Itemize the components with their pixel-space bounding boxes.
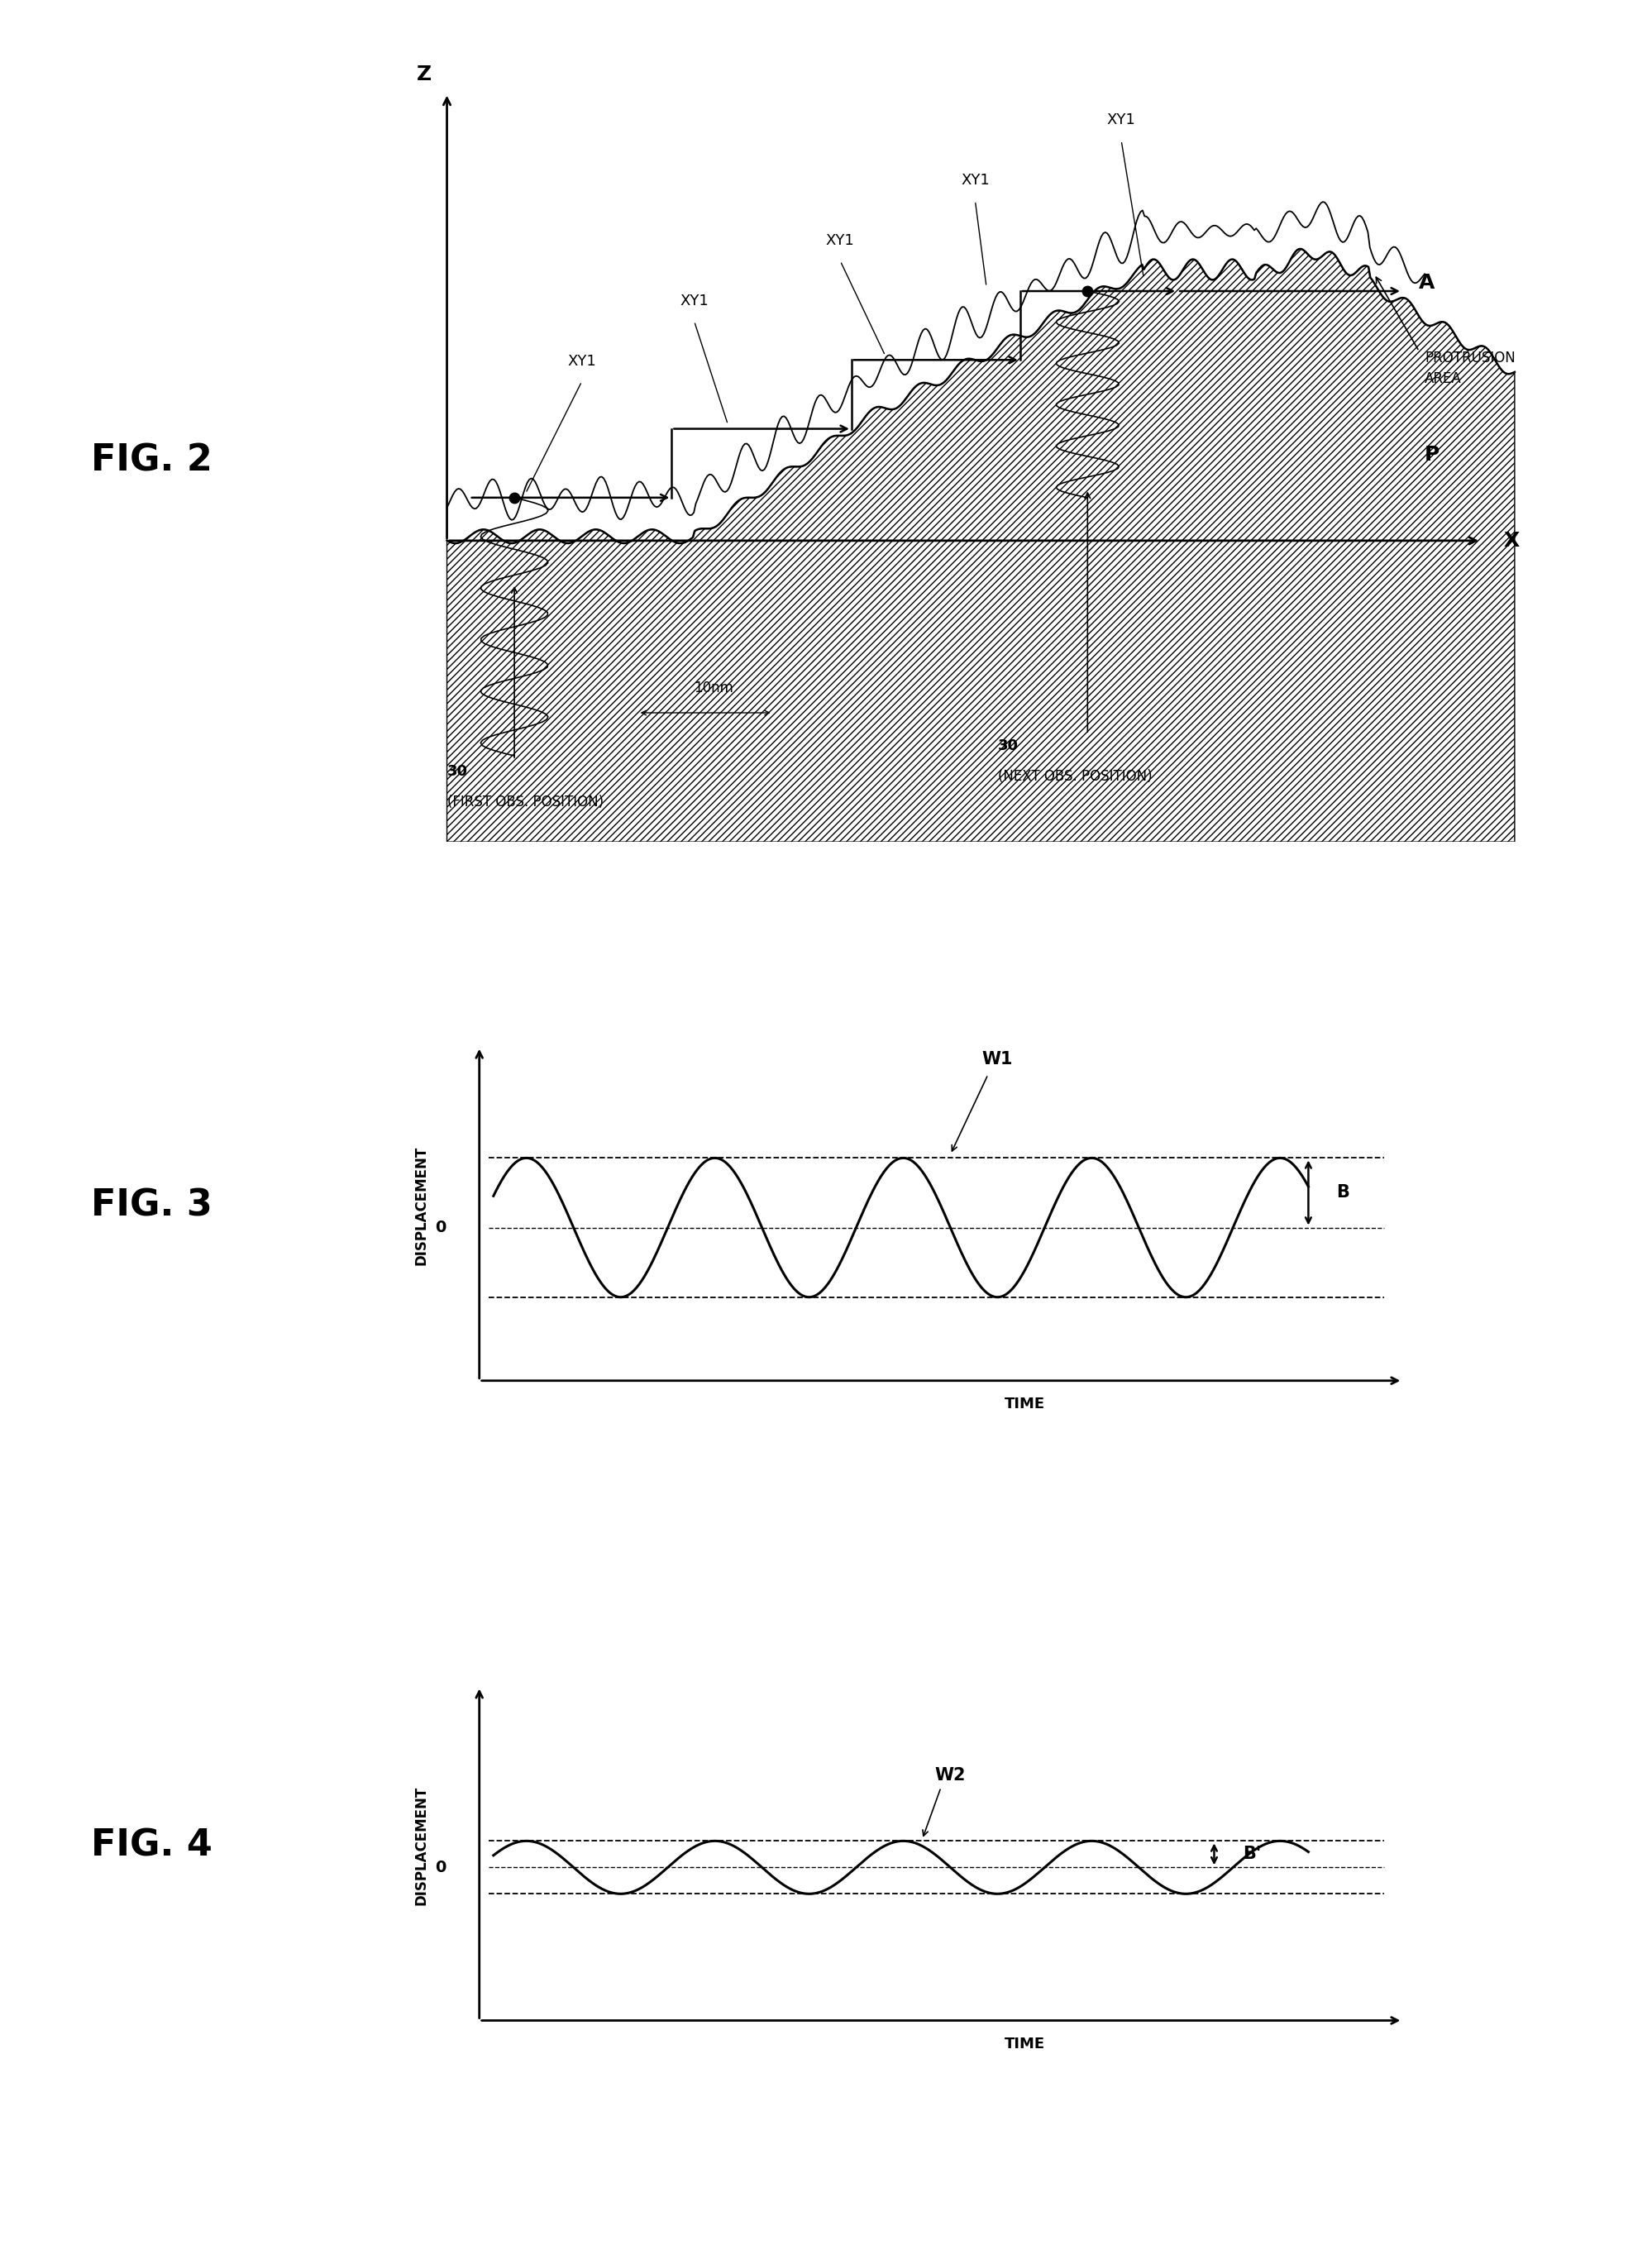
Text: 10nm: 10nm <box>694 680 733 696</box>
Text: XY1: XY1 <box>567 355 596 368</box>
Text: 0: 0 <box>434 1219 446 1235</box>
Text: TIME: TIME <box>1004 2036 1044 2052</box>
Text: FIG. 3: FIG. 3 <box>91 1188 211 1224</box>
Text: FIG. 4: FIG. 4 <box>91 1827 211 1863</box>
Text: XY1: XY1 <box>1107 112 1135 128</box>
Text: Z: Z <box>416 65 431 85</box>
Text: XY1: XY1 <box>826 233 854 249</box>
Text: W2: W2 <box>935 1767 965 1785</box>
Text: TIME: TIME <box>1004 1396 1044 1412</box>
Text: FIG. 2: FIG. 2 <box>91 442 211 478</box>
Text: PROTRUSION
AREA: PROTRUSION AREA <box>1424 350 1515 386</box>
Text: XY1: XY1 <box>679 294 709 308</box>
Text: B': B' <box>1242 1845 1260 1863</box>
Text: (NEXT OBS. POSITION): (NEXT OBS. POSITION) <box>998 768 1151 784</box>
Text: XY1: XY1 <box>960 173 990 189</box>
Text: 30: 30 <box>446 763 468 779</box>
Text: P: P <box>1424 445 1439 465</box>
Text: W1: W1 <box>981 1051 1013 1066</box>
Text: DISPLACEMENT: DISPLACEMENT <box>413 1785 430 1906</box>
Text: (FIRST OBS. POSITION): (FIRST OBS. POSITION) <box>446 795 603 810</box>
Text: 0: 0 <box>434 1859 446 1875</box>
Text: A: A <box>1419 272 1434 292</box>
Text: X: X <box>1503 530 1518 550</box>
Text: DISPLACEMENT: DISPLACEMENT <box>413 1145 430 1266</box>
Polygon shape <box>446 249 1513 842</box>
Text: B: B <box>1336 1185 1350 1201</box>
Text: 30: 30 <box>998 739 1018 754</box>
